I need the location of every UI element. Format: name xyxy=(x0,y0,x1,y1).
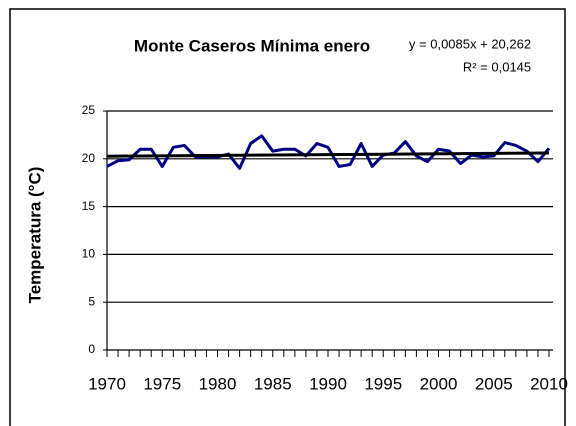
trend-line xyxy=(106,151,550,158)
x-tick-label: 2010 xyxy=(530,374,568,393)
y-tick-label: 25 xyxy=(82,103,96,117)
x-tick-label: 1975 xyxy=(143,374,181,393)
x-tick-label: 1995 xyxy=(364,374,402,393)
data-line xyxy=(106,134,551,170)
y-axis-title: Temperatura (°C) xyxy=(25,167,44,304)
y-tick-label: 20 xyxy=(82,151,96,165)
x-tick-label: 2000 xyxy=(420,374,458,393)
chart-title: Monte Caseros Mínima enero xyxy=(134,36,370,55)
x-tick-label: 1985 xyxy=(254,374,292,393)
trend-equation: y = 0,0085x + 20,262 xyxy=(409,36,531,51)
x-tick-label: 1990 xyxy=(309,374,347,393)
x-tick-label: 2005 xyxy=(475,374,513,393)
trend-r2: R² = 0,0145 xyxy=(463,59,531,74)
y-tick-label: 5 xyxy=(88,294,95,308)
y-tick-label: 10 xyxy=(82,247,96,261)
y-tick-label: 15 xyxy=(82,199,96,213)
y-tick-label: 0 xyxy=(88,342,95,356)
x-tick-label: 1970 xyxy=(88,374,126,393)
x-tick-label: 1980 xyxy=(199,374,237,393)
chart-frame xyxy=(9,8,566,426)
